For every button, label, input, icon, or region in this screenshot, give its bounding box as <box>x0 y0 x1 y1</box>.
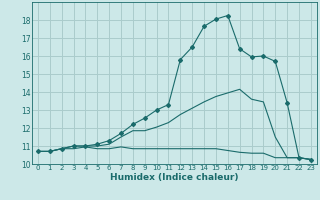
X-axis label: Humidex (Indice chaleur): Humidex (Indice chaleur) <box>110 173 239 182</box>
